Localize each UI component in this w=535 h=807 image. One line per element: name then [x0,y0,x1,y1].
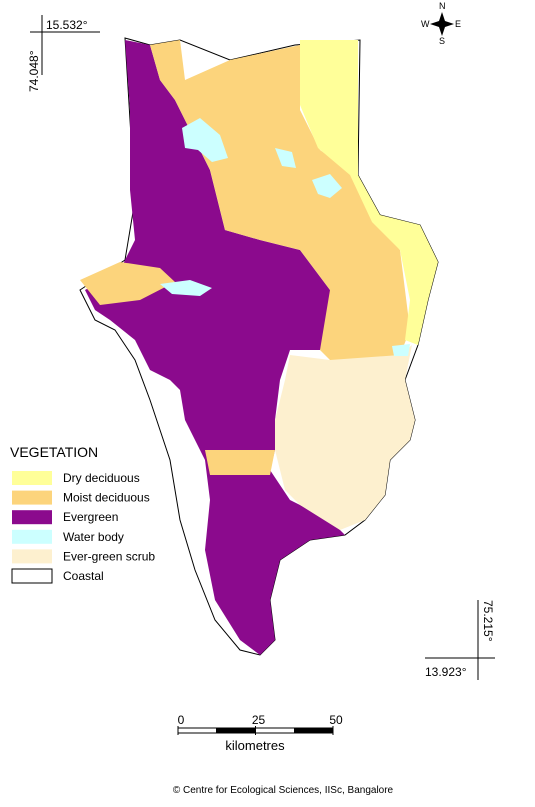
legend-label: Coastal [63,569,104,583]
legend-label: Water body [63,530,124,544]
longitude-label: 75.215° [481,600,495,642]
water-region [275,148,296,168]
moist-deciduous-region [150,40,410,360]
legend-swatch [11,568,53,584]
water-region [160,280,212,296]
latitude-label: 13.923° [425,665,467,679]
scale-bar-segment [294,728,333,733]
scale-bar-segment [216,728,255,733]
compass-rose [430,12,454,36]
legend-swatch [12,510,52,525]
legend-label: Dry deciduous [63,471,140,485]
legend-swatch [12,490,52,505]
legend-swatch [12,471,52,485]
compass-n: N [439,1,446,11]
legend-label: Moist deciduous [63,491,150,505]
legend-title: VEGETATION [10,444,98,460]
water-region [312,174,342,198]
longitude-label: 74.048° [27,50,41,92]
coordinate-marks [30,15,495,680]
water-region [392,344,410,356]
water-region [182,118,228,162]
latitude-label: 15.532° [46,18,88,32]
compass: N W E S [421,1,461,46]
moist-deciduous-region [80,262,175,305]
legend-label: Ever-green scrub [63,549,155,563]
scale-tick-label: 50 [329,713,343,727]
moist-deciduous-region [205,450,275,475]
legend-swatch [12,529,52,544]
scale-tick-label: 25 [252,713,266,727]
legend-label: Evergreen [63,510,118,524]
scrub-region [275,345,415,530]
evergreen-region [85,40,345,655]
map [79,37,439,656]
legend-swatch [12,549,52,564]
legend: VEGETATION Dry deciduous Moist deciduous E… [10,444,155,584]
compass-w: W [421,19,430,29]
compass-e: E [455,19,461,29]
scale-tick-label: 0 [178,713,185,727]
dry-deciduous-region [300,40,438,345]
credit: © Centre for Ecological Sciences, IISc, … [173,785,394,796]
scale-bar: kilometres 0 25 50 [177,713,343,753]
compass-s: S [439,36,445,46]
scale-unit: kilometres [225,738,285,753]
